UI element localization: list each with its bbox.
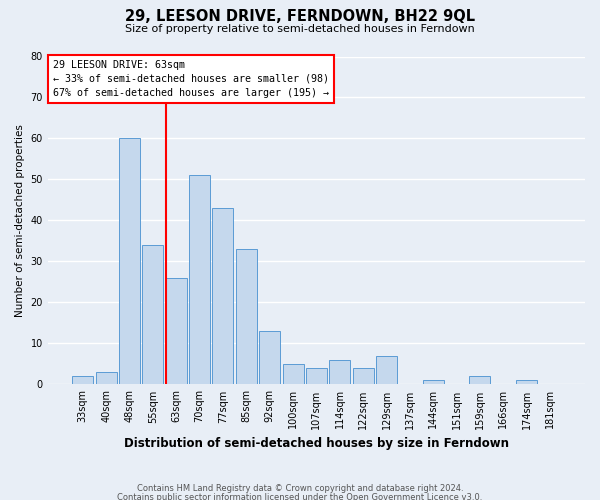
Bar [259, 331, 280, 384]
Bar [119, 138, 140, 384]
X-axis label: Distribution of semi-detached houses by size in Ferndown: Distribution of semi-detached houses by … [124, 437, 509, 450]
Text: Size of property relative to semi-detached houses in Ferndown: Size of property relative to semi-detach… [125, 24, 475, 34]
Bar [166, 278, 187, 384]
Bar [353, 368, 374, 384]
Bar [212, 208, 233, 384]
Bar [469, 376, 490, 384]
Bar [236, 249, 257, 384]
Bar [329, 360, 350, 384]
Bar [376, 356, 397, 384]
Bar [306, 368, 327, 384]
Bar [72, 376, 93, 384]
Text: 29 LEESON DRIVE: 63sqm
← 33% of semi-detached houses are smaller (98)
67% of sem: 29 LEESON DRIVE: 63sqm ← 33% of semi-det… [53, 60, 329, 98]
Text: Contains HM Land Registry data © Crown copyright and database right 2024.: Contains HM Land Registry data © Crown c… [137, 484, 463, 493]
Bar [423, 380, 444, 384]
Bar [283, 364, 304, 384]
Text: Contains public sector information licensed under the Open Government Licence v3: Contains public sector information licen… [118, 492, 482, 500]
Bar [189, 176, 210, 384]
Bar [516, 380, 537, 384]
Bar [95, 372, 116, 384]
Bar [142, 245, 163, 384]
Y-axis label: Number of semi-detached properties: Number of semi-detached properties [15, 124, 25, 317]
Text: 29, LEESON DRIVE, FERNDOWN, BH22 9QL: 29, LEESON DRIVE, FERNDOWN, BH22 9QL [125, 9, 475, 24]
